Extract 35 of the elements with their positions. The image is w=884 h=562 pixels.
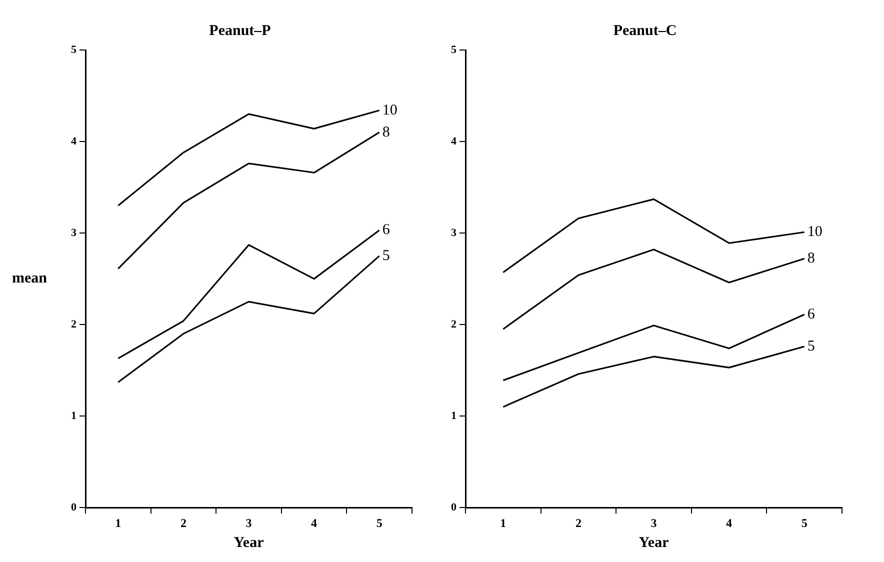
series-label: 6 xyxy=(807,306,816,322)
series-label: 8 xyxy=(807,250,815,267)
y-tick-label: 1 xyxy=(451,410,456,422)
x-tick-label: 2 xyxy=(180,516,186,530)
series-label: 5 xyxy=(382,248,390,264)
y-tick-label: 4 xyxy=(71,135,77,148)
x-tick-label: 3 xyxy=(650,516,657,530)
y-tick-label: 2 xyxy=(71,318,77,330)
y-tick-label: 0 xyxy=(71,501,77,514)
y-axis-title: mean xyxy=(12,270,48,287)
x-tick-label: 1 xyxy=(500,516,506,530)
x-tick-label: 2 xyxy=(575,516,582,530)
x-tick-label: 3 xyxy=(246,516,252,530)
x-tick-label: 5 xyxy=(801,516,808,530)
x-tick-label: 1 xyxy=(115,516,122,530)
y-tick-label: 5 xyxy=(451,44,457,56)
x-tick-label: 4 xyxy=(311,516,318,530)
series-label: 6 xyxy=(382,222,390,238)
x-tick-label: 4 xyxy=(726,516,732,530)
x-tick-label: 5 xyxy=(376,516,382,530)
y-tick-label: 4 xyxy=(451,135,457,148)
chart-title: Peanut–P xyxy=(209,22,271,39)
series-label: 10 xyxy=(382,102,398,118)
series-label: 10 xyxy=(807,224,822,240)
y-tick-label: 1 xyxy=(71,410,76,422)
x-axis-title: Year xyxy=(638,534,670,551)
series-label: 5 xyxy=(807,338,815,354)
y-tick-label: 5 xyxy=(71,44,77,56)
y-tick-label: 3 xyxy=(451,226,457,239)
chart-title: Peanut–C xyxy=(613,22,677,39)
x-axis-title: Year xyxy=(234,534,264,551)
y-tick-label: 2 xyxy=(451,318,457,330)
y-tick-label: 0 xyxy=(451,501,457,514)
y-tick-label: 3 xyxy=(71,226,77,239)
series-label: 8 xyxy=(382,124,390,140)
